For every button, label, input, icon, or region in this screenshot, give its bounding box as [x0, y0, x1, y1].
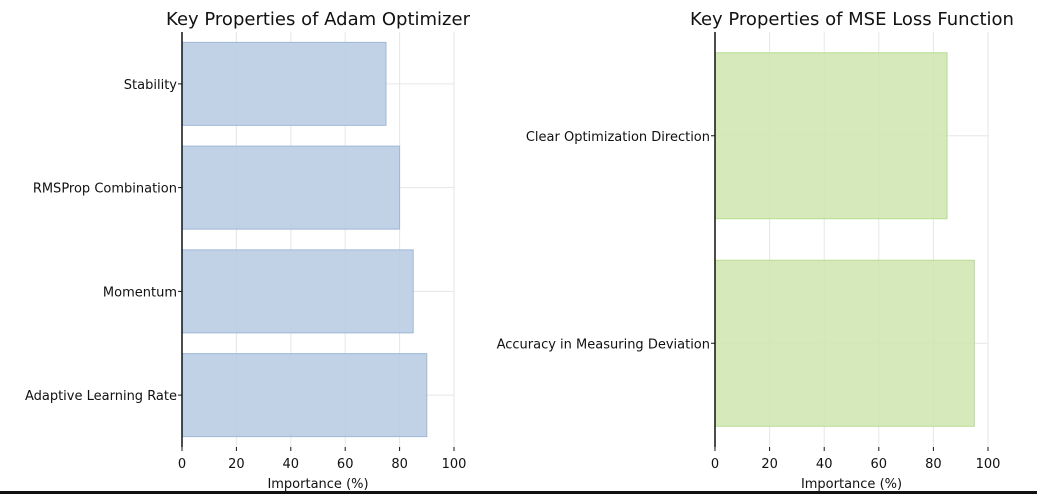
bar	[714, 259, 975, 427]
x-tick-label: 40	[283, 457, 300, 472]
chart-title: Key Properties of Adam Optimizer	[166, 9, 471, 30]
x-tick-label: 60	[337, 457, 354, 472]
x-tick-label: 80	[391, 457, 408, 472]
x-axis-label: Importance (%)	[801, 477, 902, 492]
y-tick-label: Clear Optimization Direction	[526, 130, 710, 145]
x-tick-label: 0	[711, 457, 719, 472]
y-tick-label: Adaptive Learning Rate	[25, 389, 177, 404]
bar	[181, 41, 387, 126]
chart-adam-optimizer: Adaptive Learning Rate Momentum RMSProp Co…	[25, 9, 471, 492]
chart-mse-loss: Accuracy in Measuring Deviation Clear Opt…	[497, 9, 1014, 492]
x-tick-label: 100	[976, 457, 1001, 472]
y-tick-label: Stability	[124, 78, 178, 93]
y-tick-label: RMSProp Combination	[33, 182, 177, 197]
x-tick-label: 80	[925, 457, 942, 472]
bar	[714, 52, 948, 220]
x-tick-label: 20	[228, 457, 245, 472]
bar	[181, 145, 401, 230]
x-tick-label: 0	[178, 457, 186, 472]
x-tick-label: 20	[761, 457, 778, 472]
x-tick-label: 100	[442, 457, 467, 472]
x-tick-label: 60	[871, 457, 888, 472]
chart-title: Key Properties of MSE Loss Function	[690, 9, 1014, 30]
y-tick-label: Accuracy in Measuring Deviation	[497, 337, 710, 352]
bar	[181, 353, 428, 438]
y-tick-label: Momentum	[103, 285, 177, 300]
bar	[181, 249, 414, 334]
x-axis-label: Importance (%)	[267, 477, 368, 492]
bottom-rule	[0, 491, 1037, 494]
x-tick-label: 40	[816, 457, 833, 472]
